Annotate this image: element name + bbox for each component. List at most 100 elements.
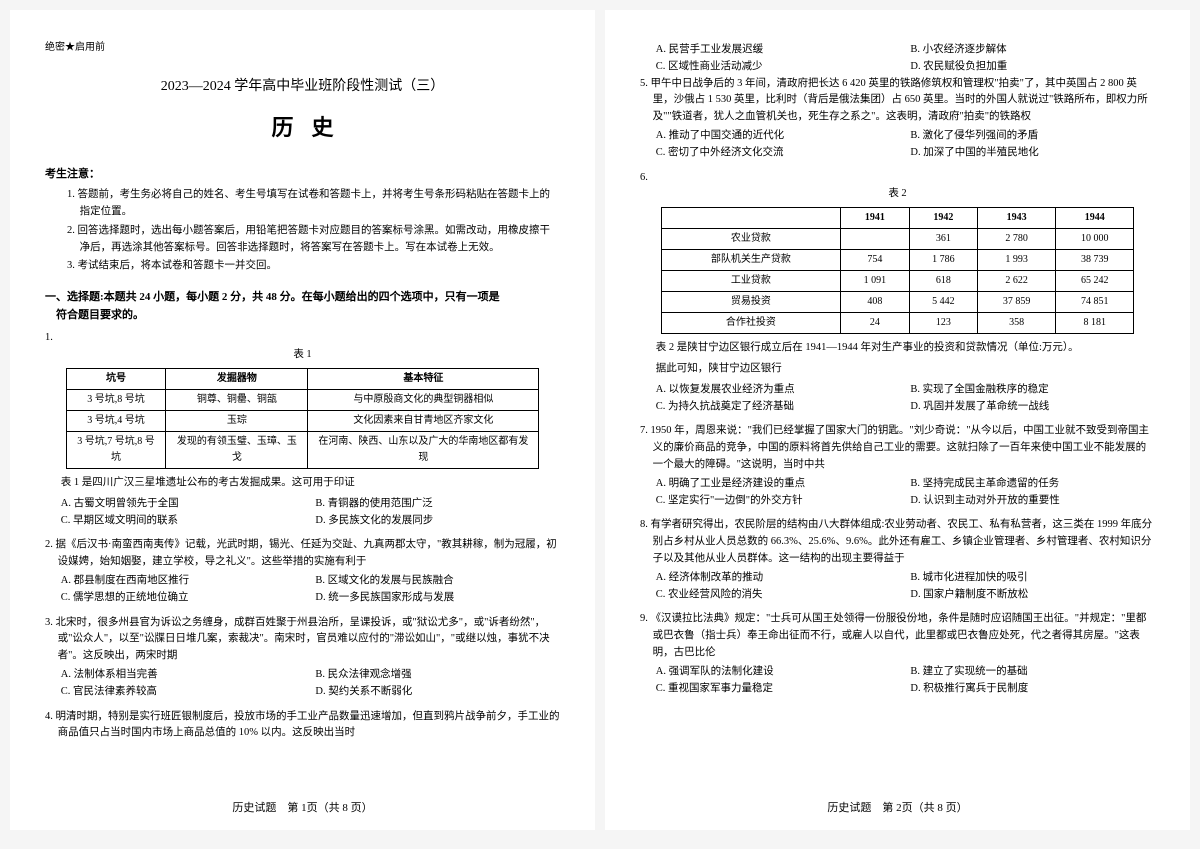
q9-opt-b: B. 建立了实现统一的基础 bbox=[910, 664, 1155, 681]
q2-opt-a: A. 郡县制度在西南地区推行 bbox=[61, 573, 306, 590]
q6-td: 123 bbox=[909, 313, 978, 334]
q4-opt-a: A. 民营手工业发展迟缓 bbox=[656, 42, 901, 59]
q1-th: 坑号 bbox=[66, 368, 166, 389]
q6-th: 1942 bbox=[909, 208, 978, 229]
q6-td: 358 bbox=[978, 313, 1056, 334]
q6-td: 37 859 bbox=[978, 292, 1056, 313]
q3-opt-b: B. 民众法律观念增强 bbox=[315, 667, 560, 684]
page-right: A. 民营手工业发展迟缓 B. 小农经济逐步解体 C. 区域性商业活动减少 D.… bbox=[605, 10, 1190, 830]
section-1-title: 一、选择题:本题共 24 小题，每小题 2 分，共 48 分。在每小题给出的四个… bbox=[45, 289, 560, 324]
q1-td: 玉琮 bbox=[166, 410, 308, 431]
q2-opt-c: C. 儒学思想的正统地位确立 bbox=[61, 590, 306, 607]
q9-options: A. 强调军队的法制化建设 B. 建立了实现统一的基础 C. 重视国家军事力量稳… bbox=[640, 664, 1155, 698]
q6-td: 65 242 bbox=[1056, 271, 1134, 292]
q2-text: 据《后汉书·南蛮西南夷传》记载，光武时期，锡光、任延为交趾、九真两郡太守，"教其… bbox=[56, 539, 557, 567]
q5-opt-d: D. 加深了中国的半殖民地化 bbox=[910, 145, 1155, 162]
q8-opt-d: D. 国家户籍制度不断放松 bbox=[910, 587, 1155, 604]
q1-td: 发现的有领玉璧、玉璋、玉戈 bbox=[166, 431, 308, 468]
q5-num: 5. bbox=[640, 78, 648, 89]
question-6: 6. 表 2 1941 1942 1943 1944 农业贷款 361 2 78… bbox=[640, 170, 1155, 416]
page-footer-1: 历史试题 第 1页（共 8 页） bbox=[10, 800, 595, 818]
q1-opt-d: D. 多民族文化的发展同步 bbox=[315, 513, 560, 530]
q8-opt-b: B. 城市化进程加快的吸引 bbox=[910, 570, 1155, 587]
question-8: 8. 有学者研究得出，农民阶层的结构由八大群体组成:农业劳动者、农民工、私有私营… bbox=[640, 517, 1155, 603]
q4-opt-d: D. 农民赋役负担加重 bbox=[910, 59, 1155, 76]
q1-td: 3 号坑,8 号坑 bbox=[66, 389, 166, 410]
q6-opt-c: C. 为持久抗战奠定了经济基础 bbox=[656, 399, 901, 416]
q1-num: 1. bbox=[45, 332, 53, 343]
q6-th: 1941 bbox=[841, 208, 910, 229]
notice-item: 3. 考试结束后，将本试卷和答题卡一并交回。 bbox=[67, 258, 560, 275]
q6-options: A. 以恢复发展农业经济为重点 B. 实现了全国金融秩序的稳定 C. 为持久抗战… bbox=[640, 382, 1155, 416]
q6-table-caption: 表 2 bbox=[640, 186, 1155, 203]
q7-num: 7. bbox=[640, 425, 648, 436]
q3-opt-a: A. 法制体系相当完善 bbox=[61, 667, 306, 684]
q6-th: 1943 bbox=[978, 208, 1056, 229]
question-9: 9. 《汉谟拉比法典》规定："士兵可从国王处领得一份服役份地，条件是随时应诏随国… bbox=[640, 611, 1155, 697]
q4-opt-b: B. 小农经济逐步解体 bbox=[910, 42, 1155, 59]
q1-note: 表 1 是四川广汉三星堆遗址公布的考古发掘成果。这可用于印证 bbox=[45, 475, 560, 492]
q1-td: 文化因素来自甘青地区齐家文化 bbox=[308, 410, 539, 431]
q6-td: 农业贷款 bbox=[661, 229, 840, 250]
q7-opt-a: A. 明确了工业是经济建设的重点 bbox=[656, 476, 901, 493]
question-7: 7. 1950 年，周恩来说："我们已经掌握了国家大门的钥匙。"刘少奇说："从今… bbox=[640, 423, 1155, 509]
q6-td: 合作社投资 bbox=[661, 313, 840, 334]
q3-options: A. 法制体系相当完善 B. 民众法律观念增强 C. 官民法律素养较高 D. 契… bbox=[45, 667, 560, 701]
q7-opt-b: B. 坚持完成民主革命遗留的任务 bbox=[910, 476, 1155, 493]
question-4: 4. 明清时期，特别是实行班匠银制度后，投放市场的手工业产品数量迅速增加，但直到… bbox=[45, 709, 560, 743]
q6-note2: 据此可知，陕甘宁边区银行 bbox=[640, 361, 1155, 378]
q6-td: 1 091 bbox=[841, 271, 910, 292]
page-footer-2: 历史试题 第 2页（共 8 页） bbox=[605, 800, 1190, 818]
notice-item: 1. 答题前，考生务必将自己的姓名、考生号填写在试卷和答题卡上，并将考生号条形码… bbox=[67, 187, 560, 221]
q6-opt-d: D. 巩固并发展了革命统一战线 bbox=[910, 399, 1155, 416]
question-2: 2. 据《后汉书·南蛮西南夷传》记载，光武时期，锡光、任延为交趾、九真两郡太守，… bbox=[45, 537, 560, 606]
q3-text: 北宋时，很多州县官为诉讼之务缠身，成群百姓聚于州县治所，呈课投诉，或"狱讼尤多"… bbox=[56, 617, 550, 662]
q4-options: A. 民营手工业发展迟缓 B. 小农经济逐步解体 C. 区域性商业活动减少 D.… bbox=[640, 42, 1155, 76]
q6-td: 5 442 bbox=[909, 292, 978, 313]
q9-num: 9. bbox=[640, 613, 648, 624]
q6-td: 1 993 bbox=[978, 250, 1056, 271]
question-3: 3. 北宋时，很多州县官为诉讼之务缠身，成群百姓聚于州县治所，呈课投诉，或"狱讼… bbox=[45, 615, 560, 701]
q6-td: 618 bbox=[909, 271, 978, 292]
q6-num: 6. bbox=[640, 172, 648, 183]
q7-text: 1950 年，周恩来说："我们已经掌握了国家大门的钥匙。"刘少奇说："从今以后，… bbox=[651, 425, 1149, 470]
q6-td: 部队机关生产贷款 bbox=[661, 250, 840, 271]
q2-opt-b: B. 区域文化的发展与民族融合 bbox=[315, 573, 560, 590]
q6-opt-a: A. 以恢复发展农业经济为重点 bbox=[656, 382, 901, 399]
q5-options: A. 推动了中国交通的近代化 B. 激化了侵华列强间的矛盾 C. 密切了中外经济… bbox=[640, 128, 1155, 162]
q6-td: 408 bbox=[841, 292, 910, 313]
notice-title: 考生注意： bbox=[45, 166, 560, 184]
q4-num: 4. bbox=[45, 711, 53, 722]
q8-options: A. 经济体制改革的推动 B. 城市化进程加快的吸引 C. 农业经营风险的消失 … bbox=[640, 570, 1155, 604]
q1-th: 发掘器物 bbox=[166, 368, 308, 389]
q3-opt-d: D. 契约关系不断弱化 bbox=[315, 684, 560, 701]
q7-opt-c: C. 坚定实行"一边倒"的外交方针 bbox=[656, 493, 901, 510]
question-5: 5. 甲午中日战争后的 3 年间，清政府把长达 6 420 英里的铁路修筑权和管… bbox=[640, 76, 1155, 162]
q1-table-caption: 表 1 bbox=[45, 347, 560, 364]
q6-opt-b: B. 实现了全国金融秩序的稳定 bbox=[910, 382, 1155, 399]
q1-table: 坑号 发掘器物 基本特征 3 号坑,8 号坑 铜尊、铜罍、铜瓿 与中原殷商文化的… bbox=[66, 368, 540, 469]
page-spread: 绝密★启用前 2023—2024 学年高中毕业班阶段性测试（三） 历史 考生注意… bbox=[10, 10, 1190, 830]
q1-td: 铜尊、铜罍、铜瓿 bbox=[166, 389, 308, 410]
q6-td: 361 bbox=[909, 229, 978, 250]
q6-table: 1941 1942 1943 1944 农业贷款 361 2 780 10 00… bbox=[661, 207, 1135, 334]
q6-td: 贸易投资 bbox=[661, 292, 840, 313]
q6-td: 工业贷款 bbox=[661, 271, 840, 292]
q7-options: A. 明确了工业是经济建设的重点 B. 坚持完成民主革命遗留的任务 C. 坚定实… bbox=[640, 476, 1155, 510]
q6-td: 24 bbox=[841, 313, 910, 334]
q8-opt-c: C. 农业经营风险的消失 bbox=[656, 587, 901, 604]
q8-num: 8. bbox=[640, 519, 648, 530]
q6-td: 10 000 bbox=[1056, 229, 1134, 250]
q6-td: 1 786 bbox=[909, 250, 978, 271]
q1-options: A. 古蜀文明曾领先于全国 B. 青铜器的使用范围广泛 C. 早期区域文明间的联… bbox=[45, 496, 560, 530]
q1-opt-b: B. 青铜器的使用范围广泛 bbox=[315, 496, 560, 513]
q6-th: 1944 bbox=[1056, 208, 1134, 229]
page-left: 绝密★启用前 2023—2024 学年高中毕业班阶段性测试（三） 历史 考生注意… bbox=[10, 10, 595, 830]
q7-opt-d: D. 认识到主动对外开放的重要性 bbox=[910, 493, 1155, 510]
q5-opt-a: A. 推动了中国交通的近代化 bbox=[656, 128, 901, 145]
q9-opt-d: D. 积极推行寓兵于民制度 bbox=[910, 681, 1155, 698]
q9-text: 《汉谟拉比法典》规定："士兵可从国王处领得一份服役份地，条件是随时应诏随国王出征… bbox=[651, 613, 1147, 658]
q9-opt-c: C. 重视国家军事力量稳定 bbox=[656, 681, 901, 698]
q6-td bbox=[841, 229, 910, 250]
q1-opt-c: C. 早期区域文明间的联系 bbox=[61, 513, 306, 530]
